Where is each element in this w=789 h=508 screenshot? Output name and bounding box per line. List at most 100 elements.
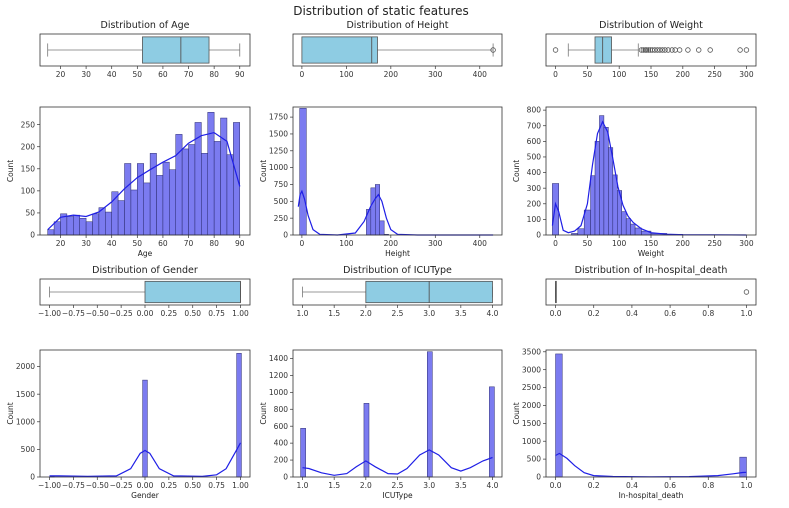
x-axis-label: ICUType (382, 491, 413, 500)
outlier-point (643, 47, 650, 53)
x-axis-label: Gender (131, 491, 160, 500)
histogram-bar (363, 403, 370, 478)
x-tick-label: 40 (107, 70, 117, 79)
histogram-in-hospital-death: 0.0 0.2 0.4 0.6 0.8 1.0 0 500 1000 1500 2000 2500 30… (512, 347, 757, 500)
histogram-bar (188, 144, 196, 236)
histogram-bar (577, 228, 585, 236)
histogram-bar (85, 221, 93, 236)
x-tick-label: 1.0 (740, 481, 752, 490)
boxplot-in-hospital-death: 0.0 0.2 0.4 0.6 0.8 1.0 Distribution of In-hos… (545, 265, 757, 318)
y-tick-label: 1000 (269, 163, 288, 172)
x-tick-label: 70 (184, 70, 194, 79)
x-tick-label: 60 (158, 239, 168, 248)
outlier-point (669, 47, 675, 53)
y-tick-label: 0 (283, 231, 288, 240)
x-tick-label: 80 (209, 70, 219, 79)
outlier-point (659, 47, 666, 53)
histogram-bar (92, 213, 100, 236)
subplot-title: Distribution of Weight (599, 20, 703, 31)
x-tick-label: 90 (235, 70, 245, 79)
kde-curve (551, 120, 747, 236)
x-tick-label: 0.75 (208, 481, 225, 490)
x-tick-label: 1.00 (232, 481, 249, 490)
y-tick-label: 0 (30, 473, 35, 482)
histogram-bar (300, 428, 306, 478)
x-tick-label: 0.75 (208, 309, 225, 318)
outlier-point (638, 47, 645, 53)
outlier-point (640, 47, 647, 53)
histogram-bar (66, 216, 74, 236)
x-tick-label: −0.75 (62, 309, 85, 318)
x-tick-label: 250 (707, 239, 722, 248)
y-tick-label: 2000 (522, 401, 541, 410)
y-tick-label: 500 (527, 153, 542, 162)
x-tick-label: 0.4 (626, 481, 638, 490)
x-tick-label: −0.50 (86, 481, 109, 490)
x-tick-label: 30 (81, 239, 91, 248)
y-tick-label: 500 (527, 455, 542, 464)
x-tick-label: 0.50 (184, 481, 201, 490)
x-tick-label: 1.0 (297, 481, 309, 490)
x-tick-label: 100 (339, 239, 354, 248)
histogram-height: 0 100 200 300 400 0 250 500 750 1000 1250 1500 1750 H… (259, 106, 503, 258)
x-tick-label: 0 (553, 70, 558, 79)
y-tick-label: 250 (21, 120, 36, 129)
histogram-bar (233, 122, 241, 236)
y-tick-label: 3500 (522, 347, 541, 356)
y-tick-label: 1500 (269, 130, 288, 139)
x-tick-label: 50 (133, 70, 143, 79)
histogram-bar (594, 141, 600, 236)
y-tick-label: 1200 (269, 371, 288, 380)
histogram-gender: −1.00 −0.75 −0.50 −0.25 0.00 0.25 0.50 0.75 1.00… (6, 349, 251, 500)
y-tick-label: 1000 (269, 388, 288, 397)
histogram-bar (603, 127, 609, 236)
outlier-point (665, 47, 671, 53)
y-tick-label: 0 (536, 473, 541, 482)
outlier-point (737, 47, 743, 53)
histogram-weight: 0 50 100 150 200 250 300 0 100 200 300 400 500 600 700… (512, 106, 757, 258)
y-tick-label: 200 (274, 456, 289, 465)
box-iqr (142, 36, 210, 64)
x-axis-label: In-hospital_death (619, 491, 684, 500)
x-tick-label: 0.8 (702, 309, 714, 318)
kde-curve (302, 449, 493, 476)
outlier-point (645, 47, 652, 53)
outlier-point (743, 47, 750, 53)
outlier-point (654, 47, 661, 53)
x-tick-label: 0 (300, 70, 305, 79)
histogram-bar (156, 175, 164, 236)
subplot-title: Distribution of In-hospital_death (575, 265, 728, 276)
x-tick-label: 300 (428, 70, 443, 79)
x-tick-label: −0.25 (110, 481, 133, 490)
y-axis-label: Count (6, 402, 15, 424)
y-tick-label: 800 (527, 106, 542, 115)
x-tick-label: 3.5 (455, 309, 467, 318)
y-tick-label: 750 (274, 180, 289, 189)
axes-frame (39, 278, 251, 306)
x-tick-label: 2.5 (392, 481, 404, 490)
y-tick-label: 1500 (522, 419, 541, 428)
y-tick-label: 600 (527, 137, 542, 146)
y-tick-label: 1000 (522, 437, 541, 446)
outlier-point (649, 47, 655, 53)
axes-frame (545, 349, 757, 478)
histogram-bar (612, 174, 618, 236)
y-tick-label: 800 (274, 405, 289, 414)
x-tick-label: 2.0 (360, 481, 372, 490)
y-tick-label: 1500 (16, 390, 35, 399)
y-tick-label: 150 (21, 164, 36, 173)
kde-curve (49, 442, 242, 478)
x-tick-label: 0.2 (588, 481, 600, 490)
axes-frame (292, 278, 503, 306)
y-tick-label: 0 (536, 231, 541, 240)
kde-curve (555, 452, 747, 478)
histogram-bar (226, 154, 234, 236)
y-tick-label: 200 (527, 199, 542, 208)
x-tick-label: 200 (384, 239, 399, 248)
x-tick-label: −0.75 (62, 481, 85, 490)
outlier-point (743, 289, 750, 295)
y-tick-label: 400 (274, 439, 289, 448)
y-tick-label: 500 (274, 197, 289, 206)
histogram-bar (213, 141, 221, 236)
histogram-bar (583, 209, 591, 236)
